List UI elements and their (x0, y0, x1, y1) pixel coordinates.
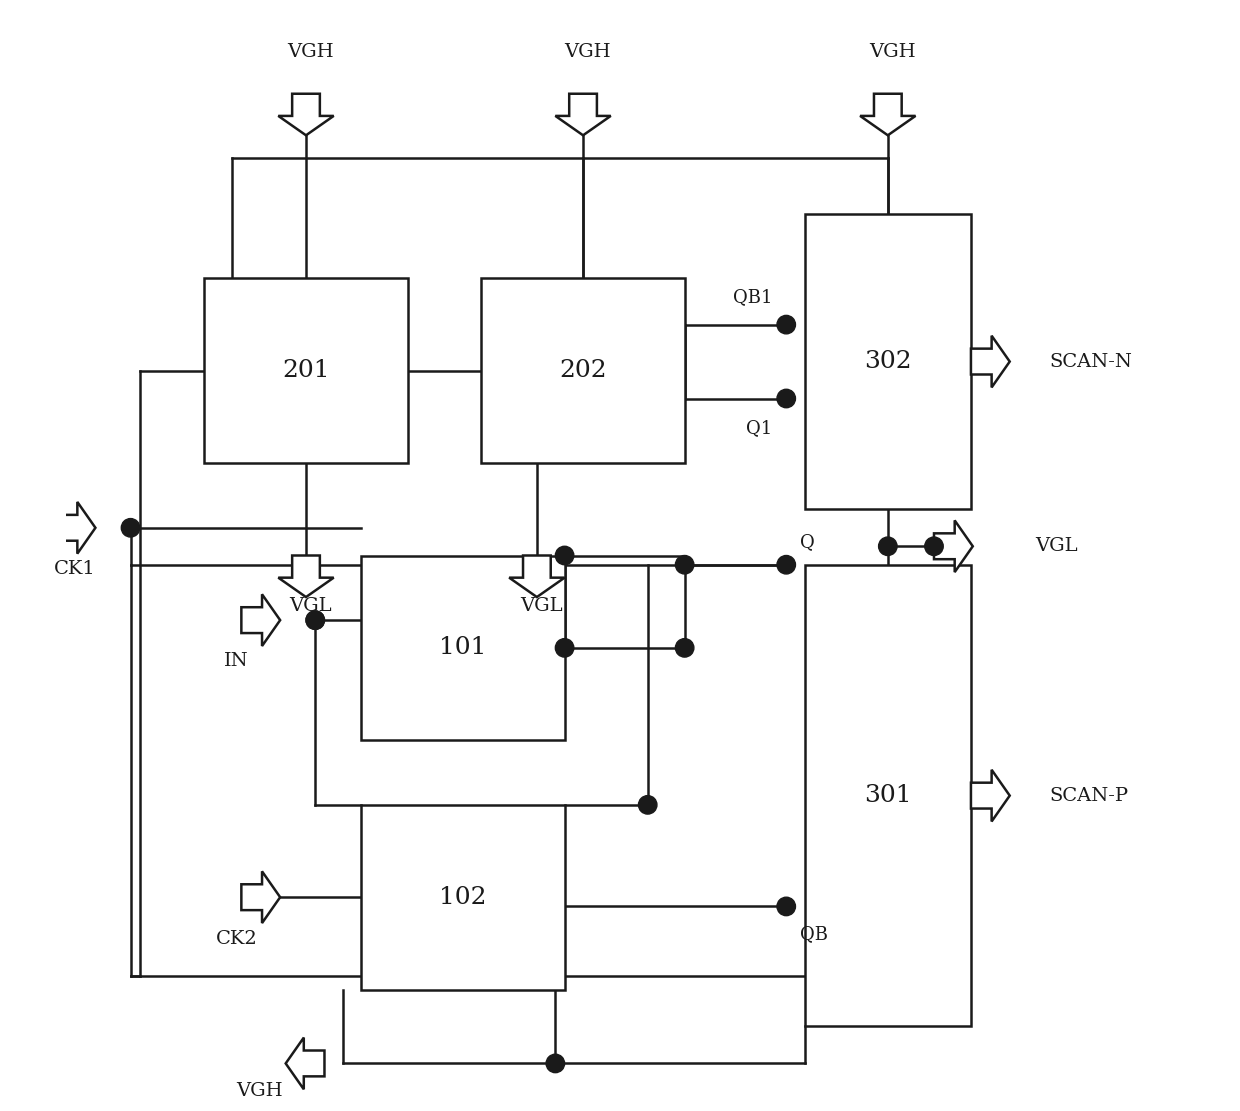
Text: VGL: VGL (1035, 538, 1079, 556)
Circle shape (777, 316, 796, 334)
Bar (361, 804, 564, 990)
Polygon shape (971, 770, 1009, 821)
Text: VGH: VGH (564, 43, 611, 61)
Bar (205, 279, 408, 463)
Text: VGL: VGL (289, 597, 332, 615)
Polygon shape (861, 93, 915, 136)
Circle shape (777, 556, 796, 574)
Polygon shape (971, 336, 1009, 388)
Polygon shape (510, 556, 564, 597)
Circle shape (546, 1054, 564, 1072)
Text: VGL: VGL (521, 597, 563, 615)
Circle shape (639, 795, 657, 814)
Text: 202: 202 (559, 359, 606, 382)
Polygon shape (278, 93, 334, 136)
Text: 102: 102 (439, 885, 487, 909)
Circle shape (676, 639, 694, 657)
Bar (361, 556, 564, 740)
Text: SCAN-P: SCAN-P (1049, 787, 1128, 804)
Bar (481, 279, 684, 463)
Circle shape (925, 537, 944, 556)
Circle shape (777, 389, 796, 408)
Circle shape (879, 537, 897, 556)
Bar (805, 564, 971, 1027)
Circle shape (306, 611, 325, 629)
Text: CK2: CK2 (216, 930, 258, 948)
Text: Q1: Q1 (746, 419, 773, 437)
Polygon shape (57, 502, 95, 553)
Polygon shape (242, 594, 280, 645)
Circle shape (777, 898, 796, 915)
Circle shape (122, 519, 140, 537)
Text: SCAN-N: SCAN-N (1049, 352, 1132, 371)
Polygon shape (556, 93, 611, 136)
Text: VGH: VGH (869, 43, 916, 61)
Circle shape (676, 556, 694, 574)
Text: 101: 101 (439, 637, 486, 659)
Text: 201: 201 (283, 359, 330, 382)
Text: Q: Q (800, 533, 815, 551)
Text: IN: IN (224, 652, 249, 670)
Text: VGH: VGH (288, 43, 334, 61)
Polygon shape (278, 556, 334, 597)
Text: VGH: VGH (237, 1082, 283, 1100)
Text: QB1: QB1 (733, 288, 773, 307)
Polygon shape (285, 1038, 325, 1089)
Bar (805, 213, 971, 509)
Text: 302: 302 (864, 350, 911, 373)
Polygon shape (934, 520, 973, 572)
Circle shape (556, 639, 574, 657)
Polygon shape (242, 871, 280, 923)
Text: 301: 301 (864, 784, 911, 807)
Text: QB: QB (800, 924, 828, 943)
Circle shape (556, 547, 574, 564)
Circle shape (306, 611, 325, 629)
Text: CK1: CK1 (55, 560, 95, 578)
